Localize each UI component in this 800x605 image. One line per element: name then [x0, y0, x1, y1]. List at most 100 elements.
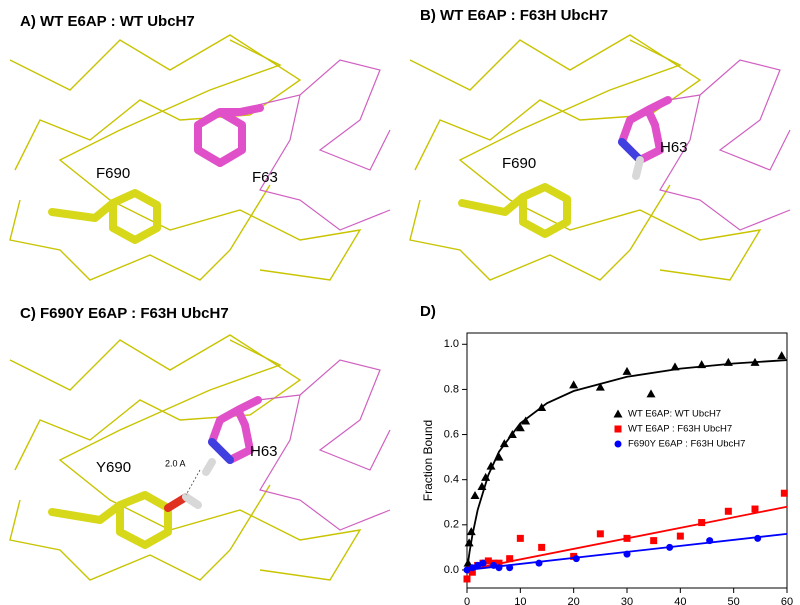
structure-b	[409, 34, 791, 281]
point	[515, 423, 525, 432]
backbone	[9, 34, 302, 171]
point	[499, 439, 509, 448]
point	[506, 564, 514, 572]
point	[676, 532, 684, 540]
residue-label: H63	[660, 139, 688, 156]
x-tick-label: 0	[464, 596, 470, 605]
nitrogen	[208, 438, 234, 464]
distance-label: 2.0 A	[165, 458, 186, 468]
point	[495, 559, 503, 567]
point	[479, 559, 487, 567]
residue-label: Y690	[96, 459, 131, 476]
backbone	[259, 394, 391, 531]
panel-title: A) WT E6AP : WT UbcH7	[20, 13, 195, 30]
backbone	[458, 39, 762, 281]
point	[470, 490, 480, 499]
residue-label: F63	[252, 169, 278, 186]
legend-label: F690Y E6AP : F63H UbcH7	[628, 439, 745, 450]
chart-d: D)01020304050600.00.20.40.60.81.0[E6AP] …	[420, 303, 793, 605]
point	[466, 527, 476, 536]
point	[474, 561, 482, 569]
fit-line	[466, 359, 788, 571]
legend-marker	[614, 440, 622, 448]
point	[506, 555, 514, 563]
backbone	[9, 184, 271, 281]
point	[750, 357, 760, 366]
hydrogen	[182, 493, 202, 509]
point	[495, 564, 503, 572]
backbone	[659, 94, 791, 231]
point	[477, 481, 487, 490]
x-tick-label: 50	[728, 596, 740, 605]
point	[463, 558, 473, 567]
point	[754, 534, 762, 542]
point	[724, 507, 732, 515]
structure-c	[9, 334, 391, 581]
point	[622, 366, 632, 375]
structure-a	[9, 34, 391, 281]
point	[516, 534, 524, 542]
x-tick-label: 10	[514, 596, 526, 605]
point	[569, 380, 579, 389]
backbone	[409, 34, 702, 171]
point	[494, 452, 504, 461]
point	[468, 568, 476, 576]
point	[484, 557, 492, 565]
backbone	[257, 359, 391, 471]
point	[463, 566, 471, 574]
point	[623, 534, 631, 542]
residue-label: H63	[250, 443, 278, 460]
point	[670, 362, 680, 371]
point	[572, 555, 580, 563]
x-tick-label: 40	[674, 596, 686, 605]
backbone	[58, 339, 362, 581]
point	[538, 543, 546, 551]
point	[751, 505, 759, 513]
residue-stick	[48, 189, 161, 244]
point	[777, 351, 787, 360]
residue-stick	[458, 183, 571, 238]
panel-label: D)	[420, 303, 436, 320]
y-tick-label: 0.2	[444, 519, 459, 531]
hydrogen	[632, 156, 644, 180]
legend-label: WT E6AP: WT UbcH7	[628, 409, 721, 420]
y-tick-label: 0.4	[444, 474, 459, 486]
point	[646, 389, 656, 398]
y-axis-label: Fraction Bound	[421, 420, 435, 501]
panel-title: C) F690Y E6AP : F63H UbcH7	[20, 305, 229, 322]
residue-stick	[194, 104, 264, 167]
point	[780, 489, 788, 497]
point	[623, 550, 631, 558]
point	[596, 530, 604, 538]
backbone	[667, 59, 791, 171]
y-tick-label: 0.6	[444, 428, 459, 440]
h-bond	[185, 469, 201, 496]
x-tick-label: 30	[621, 596, 633, 605]
point	[595, 382, 605, 391]
backbone	[259, 94, 391, 231]
point	[723, 357, 733, 366]
point	[463, 575, 471, 583]
y-tick-label: 0.0	[444, 564, 459, 576]
hydrogen	[202, 458, 216, 476]
point	[698, 519, 706, 527]
residue-label: F690	[96, 165, 130, 182]
point	[490, 561, 498, 569]
point	[464, 538, 474, 547]
backbone	[58, 39, 362, 281]
point	[666, 543, 674, 551]
backbone	[9, 484, 271, 581]
point	[507, 430, 517, 439]
panel-title: B) WT E6AP : F63H UbcH7	[420, 7, 608, 24]
residue-label: F690	[502, 155, 536, 172]
point	[706, 537, 714, 545]
x-tick-label: 20	[568, 596, 580, 605]
x-tick-label: 60	[781, 596, 793, 605]
point	[521, 416, 531, 425]
point	[537, 402, 547, 411]
point	[486, 461, 496, 470]
point	[468, 564, 476, 572]
backbone	[409, 184, 671, 281]
legend-label: WT E6AP : F63H UbcH7	[628, 424, 732, 435]
